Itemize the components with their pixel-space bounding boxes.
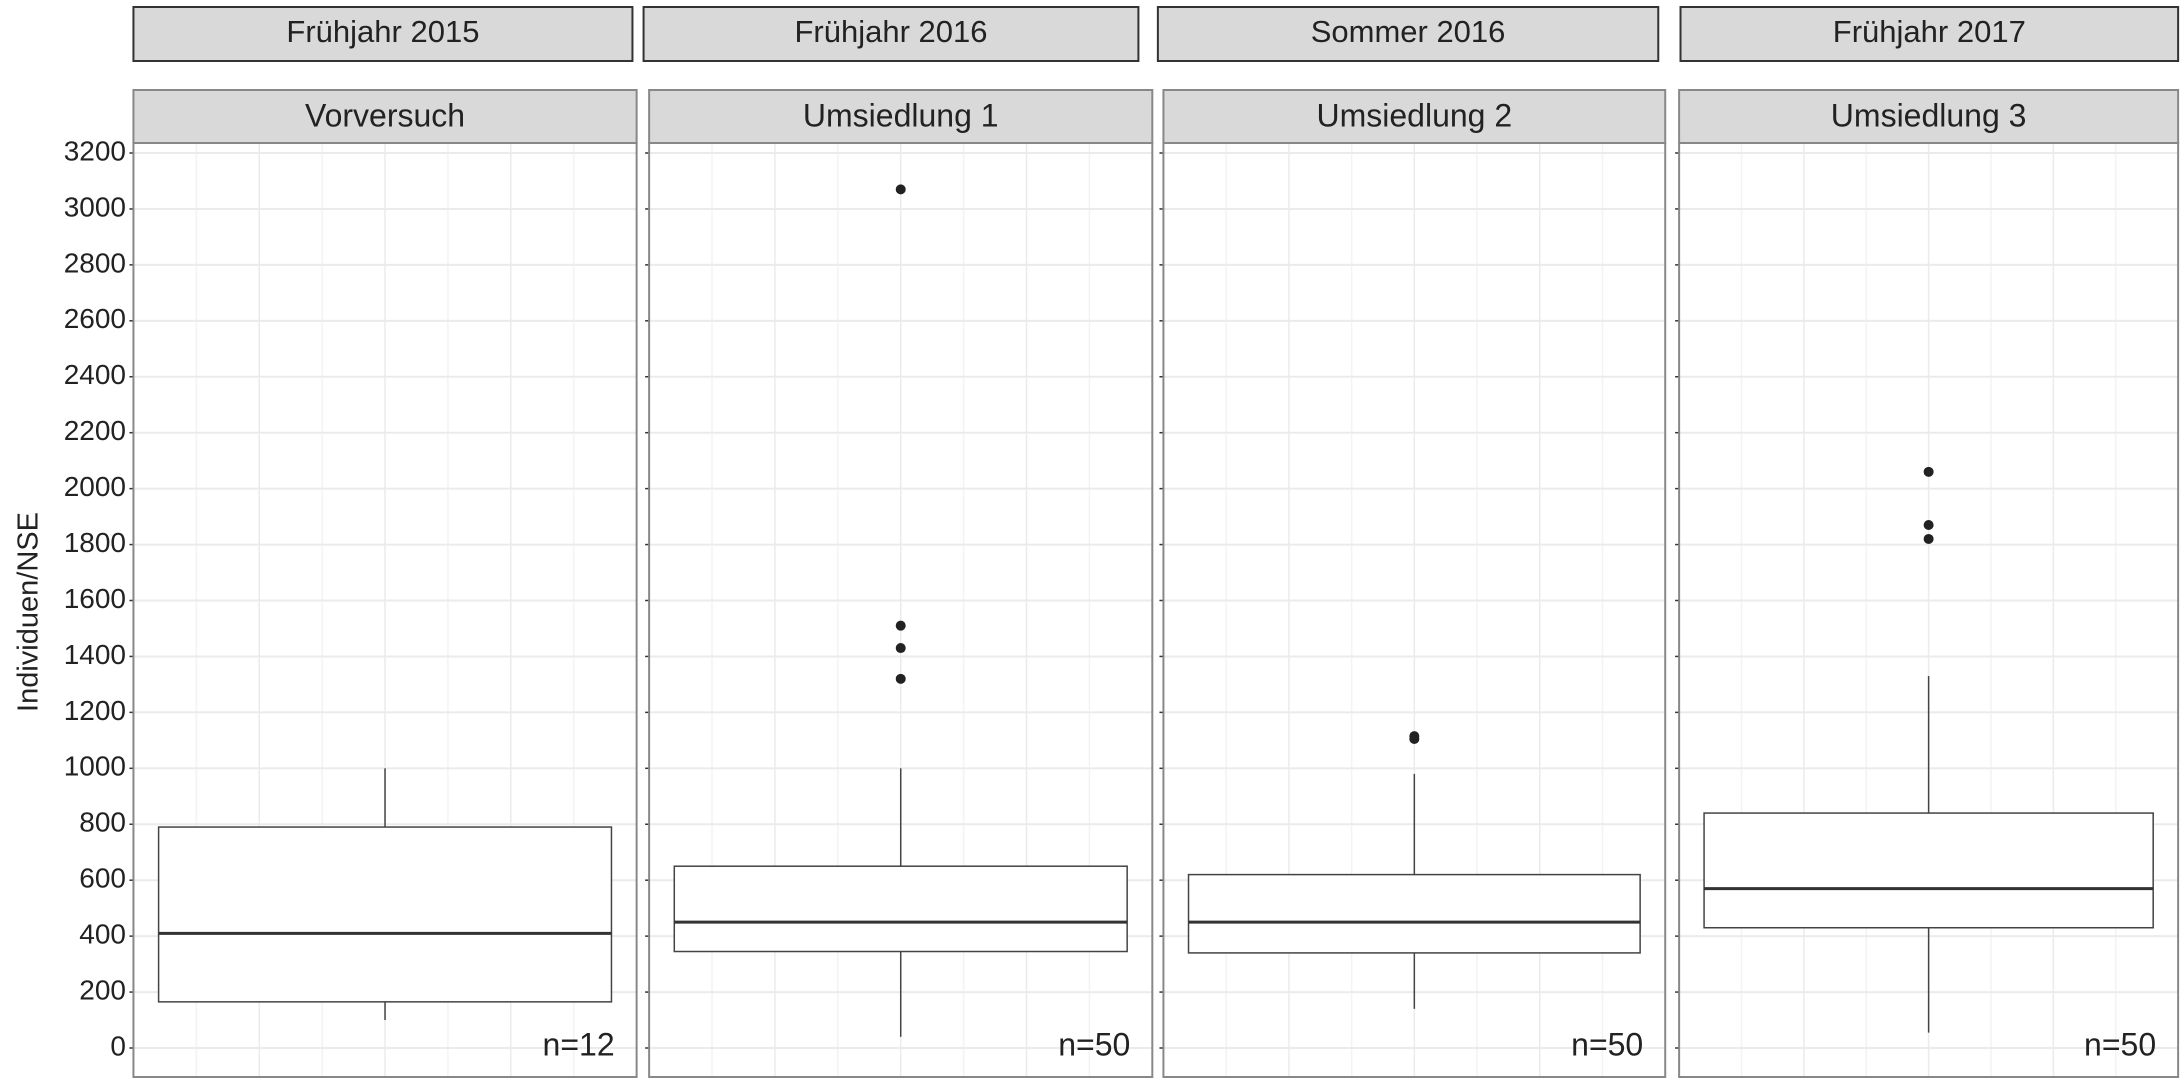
panel-label: Umsiedlung 2	[1316, 97, 1512, 133]
outlier	[1923, 533, 1934, 544]
y-axis-label: Individuen/NSE	[13, 512, 45, 712]
n-label: n=50	[2084, 1026, 2156, 1062]
y-tick-label: 2000	[64, 471, 126, 502]
y-tick-label: 2800	[64, 247, 126, 278]
box	[673, 865, 1128, 953]
y-tick-label: 3200	[64, 135, 126, 166]
y-tick-label: 1200	[64, 695, 126, 726]
outlier	[895, 184, 906, 195]
panel-strip	[1162, 89, 1667, 144]
season-label: Frühjahr 2015	[286, 14, 479, 49]
y-tick-label: 1000	[64, 751, 126, 782]
y-tick-label: 600	[79, 863, 126, 894]
y-tick-label: 2200	[64, 415, 126, 446]
y-tick-label: 200	[79, 974, 126, 1005]
y-tick-label: 1400	[64, 639, 126, 670]
season-strip	[642, 6, 1140, 62]
outlier	[1923, 519, 1934, 530]
season-label: Frühjahr 2016	[794, 14, 987, 49]
outlier	[895, 620, 906, 631]
season-label: Frühjahr 2017	[1833, 14, 2026, 49]
outlier	[1409, 733, 1420, 744]
outlier	[895, 673, 906, 684]
y-tick-label: 800	[79, 807, 126, 838]
panel-strip	[132, 89, 638, 144]
n-label: n=50	[1571, 1026, 1643, 1062]
y-tick-label: 3000	[64, 191, 126, 222]
season-strip	[1156, 6, 1660, 62]
y-tick-label: 0	[110, 1030, 126, 1061]
panel-strip	[1678, 89, 2180, 144]
season-strip	[132, 6, 634, 62]
panel-label: Umsiedlung 1	[803, 97, 999, 133]
panel-label: Umsiedlung 3	[1831, 97, 2027, 133]
y-tick-label: 2600	[64, 303, 126, 334]
n-label: n=50	[1058, 1026, 1130, 1062]
outlier	[895, 643, 906, 654]
n-label: n=12	[543, 1026, 615, 1062]
box	[1703, 812, 2154, 929]
panel-label: Vorversuch	[305, 97, 465, 133]
box	[1187, 873, 1641, 954]
y-tick-label: 2400	[64, 359, 126, 390]
season-strip	[1679, 6, 2180, 62]
season-label: Sommer 2016	[1311, 14, 1506, 49]
y-tick-label: 1600	[64, 583, 126, 614]
outlier	[1923, 466, 1934, 477]
box	[157, 826, 613, 1003]
y-tick-label: 1800	[64, 527, 126, 558]
panel-strip	[648, 89, 1154, 144]
y-tick-label: 400	[79, 919, 126, 950]
